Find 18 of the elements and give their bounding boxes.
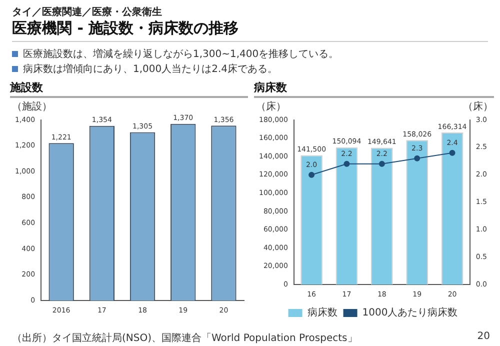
- point: [449, 150, 456, 156]
- y-axis-title: （床）: [256, 100, 286, 113]
- chart-title: 施設数: [10, 81, 43, 94]
- text: 医療施設数は、増減を繰り返しながら1,300~1,400を推移している。: [23, 48, 339, 61]
- point: [378, 160, 385, 167]
- text: （出所）タイ国立統計局(NSO)、国際連合「World Population Prospects」: [12, 333, 358, 344]
- legend-label: 1000人あたり病床数: [362, 306, 458, 319]
- point: [344, 160, 350, 167]
- text: 病床数は増傾向にあり、1,000人当たりは2.4床である。: [23, 62, 278, 76]
- chart-title: 病床数: [254, 81, 287, 94]
- text: 医療機関 - 施設数・病床数の推移: [12, 19, 239, 37]
- text: 20: [477, 331, 490, 342]
- legend-label: 病床数: [307, 306, 338, 319]
- text: タイ／医療関連／医療・公衆衛生: [12, 7, 162, 18]
- y2-axis-title: （床）: [463, 100, 493, 113]
- point: [308, 172, 315, 178]
- y-axis-title: （施設）: [12, 100, 52, 113]
- point: [414, 155, 420, 162]
